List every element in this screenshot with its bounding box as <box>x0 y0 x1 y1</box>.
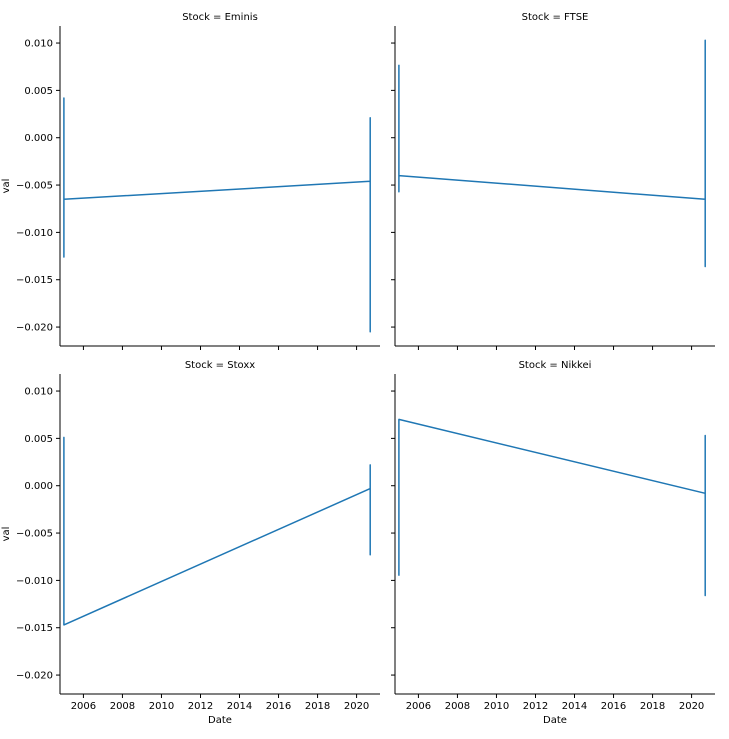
y-axis-label: val <box>1 527 12 542</box>
y-tick-label: −0.015 <box>16 275 53 286</box>
x-tick-label: 2018 <box>305 701 330 712</box>
series-line-eminis <box>63 97 371 333</box>
x-tick-label: 2006 <box>406 701 431 712</box>
panel-title: Stock = Nikkei <box>519 360 592 371</box>
x-tick-label: 2020 <box>679 701 704 712</box>
x-tick-label: 2012 <box>523 701 548 712</box>
y-tick-label: −0.020 <box>16 323 53 334</box>
facet-panel-2: Stock = FTSE <box>391 12 715 350</box>
x-tick-label: 2014 <box>562 701 587 712</box>
y-tick-label: −0.015 <box>16 623 53 634</box>
y-tick-label: −0.010 <box>16 228 53 239</box>
x-tick-label: 2016 <box>601 701 626 712</box>
x-tick-label: 2014 <box>227 701 252 712</box>
x-tick-label: 2008 <box>110 701 135 712</box>
x-tick-label: 2012 <box>188 701 213 712</box>
y-tick-label: 0.010 <box>24 39 53 50</box>
panel-title: Stock = Stoxx <box>185 360 255 371</box>
facet-panel-4: Stock = Nikkei 2006 2008 2010 2012 2014 2016 20… <box>391 360 715 726</box>
x-tick-label: 2020 <box>344 701 369 712</box>
y-tick-label: 0.005 <box>24 434 53 445</box>
panel-title: Stock = Eminis <box>182 12 258 23</box>
series-line-nikkei <box>398 418 706 597</box>
y-tick-label: 0.000 <box>24 133 53 144</box>
x-tick-label: 2010 <box>149 701 174 712</box>
x-axis-label: Date <box>543 715 567 726</box>
x-axis-label: Date <box>208 715 232 726</box>
panel-title: Stock = FTSE <box>522 12 589 23</box>
series-line-ftse <box>398 39 706 268</box>
y-tick-label: −0.020 <box>16 671 53 682</box>
x-tick-label: 2018 <box>640 701 665 712</box>
facet-panel-3: Stock = Stoxx 0.010 0.005 0.000 −0.005 −0.010… <box>1 360 380 726</box>
y-tick-label: −0.005 <box>16 529 53 540</box>
series-line-stoxx <box>63 436 371 626</box>
x-tick-label: 2016 <box>266 701 291 712</box>
x-tick-label: 2006 <box>71 701 96 712</box>
y-tick-label: 0.010 <box>24 387 53 398</box>
y-tick-label: −0.005 <box>16 181 53 192</box>
facet-panel-1: Stock = Eminis 0.010 0.005 0.000 −0.005 −0.01… <box>1 12 380 350</box>
x-tick-label: 2008 <box>445 701 470 712</box>
y-tick-label: −0.010 <box>16 576 53 587</box>
y-tick-label: 0.005 <box>24 86 53 97</box>
y-axis-label: val <box>1 179 12 194</box>
x-tick-label: 2010 <box>484 701 509 712</box>
y-tick-label: 0.000 <box>24 481 53 492</box>
